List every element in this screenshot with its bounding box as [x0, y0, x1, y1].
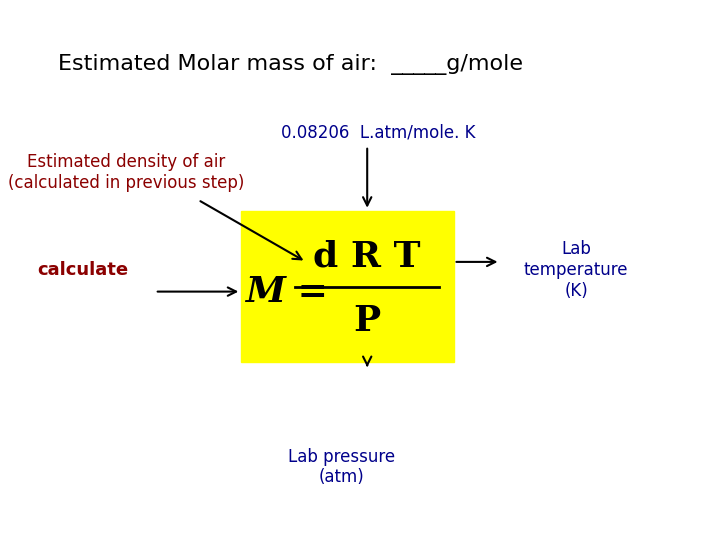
Text: Estimated density of air
(calculated in previous step): Estimated density of air (calculated in … [8, 153, 244, 192]
Text: calculate: calculate [37, 261, 128, 279]
Text: P: P [354, 305, 381, 338]
Text: 0.08206  L.atm/mole. K: 0.08206 L.atm/mole. K [281, 123, 475, 141]
Text: M =: M = [245, 275, 328, 308]
FancyBboxPatch shape [241, 211, 454, 362]
Text: d R T: d R T [313, 240, 421, 273]
Text: Lab
temperature
(K): Lab temperature (K) [523, 240, 629, 300]
Text: Lab pressure
(atm): Lab pressure (atm) [289, 448, 395, 487]
Text: Estimated Molar mass of air:  _____g/mole: Estimated Molar mass of air: _____g/mole [58, 55, 523, 75]
